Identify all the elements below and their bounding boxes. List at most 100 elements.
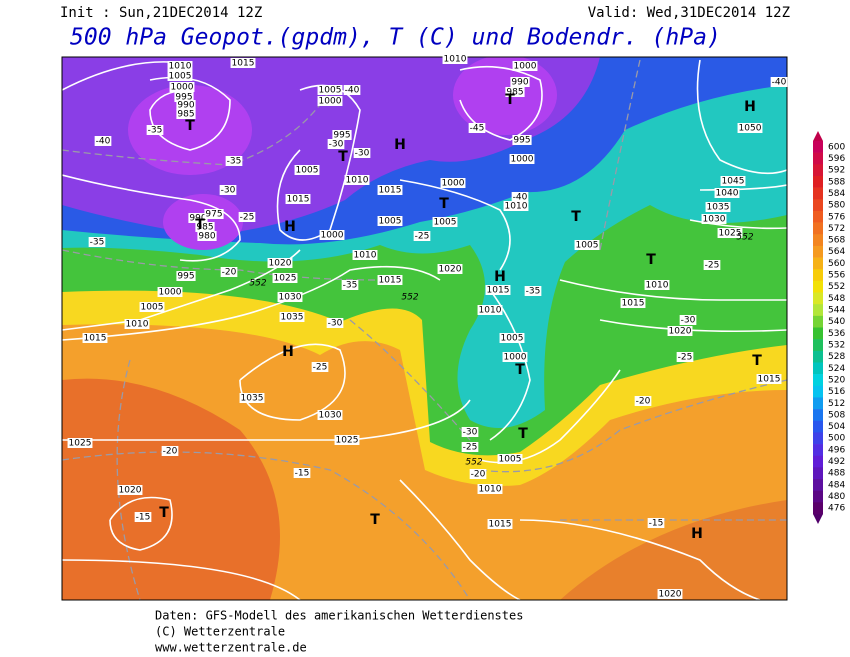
pressure-label: 1015	[379, 276, 402, 286]
geopotential-label: 552	[736, 233, 753, 243]
pressure-label-box	[195, 222, 215, 232]
pressure-label: 1000	[319, 97, 342, 107]
temperature-label: -45	[470, 124, 485, 134]
pressure-label: 1010	[346, 176, 369, 186]
pressure-label: 1035	[241, 394, 264, 404]
pressure-label-box	[176, 100, 196, 110]
colorbar-swatch	[813, 339, 823, 352]
pressure-label-box	[432, 217, 458, 227]
source-text: Daten: GFS-Modell des amerikanischen Wet…	[155, 609, 523, 623]
colorbar-label: 544	[828, 306, 845, 316]
pressure-label-box	[497, 454, 523, 464]
pressure-label-box	[714, 188, 740, 198]
temperature-label: -35	[148, 126, 163, 136]
colorbar-swatch	[813, 327, 823, 340]
temperature-label-box	[703, 260, 721, 270]
temperature-label: -30	[463, 428, 478, 438]
pressure-label-box	[188, 213, 208, 223]
colorbar-label: 524	[828, 364, 845, 374]
colorbar-label: 488	[828, 469, 845, 479]
pressure-label-box	[317, 410, 343, 420]
temperature-label: -40	[772, 78, 787, 88]
geopotential-label: 552	[401, 293, 418, 303]
colorbar-swatch	[813, 432, 823, 445]
temperature-label-box	[524, 286, 542, 296]
temperature-label-box	[225, 156, 243, 166]
temperature-label-box	[679, 315, 697, 325]
colorbar-label: 584	[828, 189, 845, 199]
pressure-label-box	[124, 319, 150, 329]
pressure-label: 1005	[296, 166, 319, 176]
pressure-label: 990	[189, 214, 206, 224]
temperature-label-box	[134, 512, 152, 522]
colorbar-swatch	[813, 420, 823, 433]
pressure-label: 1015	[379, 186, 402, 196]
temperature-label-box	[343, 85, 361, 95]
colorbar-label: 480	[828, 492, 845, 502]
pressure-label: 1030	[279, 293, 302, 303]
pressure-label-box	[317, 85, 343, 95]
temperature-label: -20	[163, 447, 178, 457]
pressure-label: 995	[175, 93, 192, 103]
pressure-label: 1000	[514, 62, 537, 72]
colorbar-swatch	[813, 175, 823, 188]
colorbar-swatch	[813, 234, 823, 247]
colorbar-label: 504	[828, 422, 845, 432]
geopotential-label: 552	[249, 279, 266, 289]
pressure-label-box	[485, 285, 511, 295]
pressure-label-box	[82, 333, 108, 343]
pressure-label: 1005	[501, 334, 524, 344]
colorbar-swatch	[813, 479, 823, 491]
colorbar-label: 528	[828, 352, 845, 362]
pressure-label: 1005	[434, 218, 457, 228]
temperature-label-box	[469, 469, 487, 479]
pressure-label: 985	[506, 88, 523, 98]
pressure-label-box	[717, 228, 743, 238]
pressure-center: T	[646, 252, 656, 268]
colorbar-swatch	[813, 362, 823, 375]
colorbar-swatch	[813, 187, 823, 200]
colorbar-label: 484	[828, 480, 845, 490]
temperature-label-box	[327, 139, 345, 149]
temperature-label: -25	[678, 353, 693, 363]
temperature-label: -35	[90, 238, 105, 248]
temperature-label-box	[326, 318, 344, 328]
pressure-label-box	[720, 176, 746, 186]
colorbar-label: 572	[828, 224, 845, 234]
colorbar-label: 536	[828, 329, 845, 339]
pressure-label: 1030	[319, 411, 342, 421]
pressure-label: 1015	[84, 334, 107, 344]
pressure-label-box	[344, 175, 370, 185]
map-frame	[61, 56, 788, 601]
pressure-label-box	[277, 292, 303, 302]
temperature-label: -40	[345, 86, 360, 96]
url-text: www.wetterzentrale.de	[155, 641, 307, 655]
temperature-label: -30	[328, 319, 343, 329]
colorbar-label: 520	[828, 375, 845, 385]
temperature-label: -15	[136, 513, 151, 523]
temperature-label-box	[461, 427, 479, 437]
pressure-label-box	[272, 273, 298, 283]
temperature-label-box	[94, 136, 112, 146]
pressure-label: 985	[196, 223, 213, 233]
temperature-label-box	[353, 148, 371, 158]
pressure-center: T	[338, 149, 348, 165]
pressure-label: 1005	[379, 217, 402, 227]
colorbar-label: 496	[828, 445, 845, 455]
colorbar-label: 596	[828, 154, 845, 164]
pressure-label-box	[239, 393, 265, 403]
pressure-label-box	[279, 312, 305, 322]
pressure-label-box	[294, 165, 320, 175]
pressure-label-box	[267, 258, 293, 268]
pressure-label-box	[477, 484, 503, 494]
pressure-label-box	[332, 130, 352, 140]
pressure-label-box	[117, 485, 143, 495]
temperature-label: -40	[96, 137, 111, 147]
colorbar-label: 508	[828, 410, 845, 420]
temperature-label-box	[676, 352, 694, 362]
pressure-label-box	[756, 374, 782, 384]
temperature-label-box	[161, 446, 179, 456]
colorbar-label: 516	[828, 387, 845, 397]
pressure-center: T	[439, 196, 449, 212]
